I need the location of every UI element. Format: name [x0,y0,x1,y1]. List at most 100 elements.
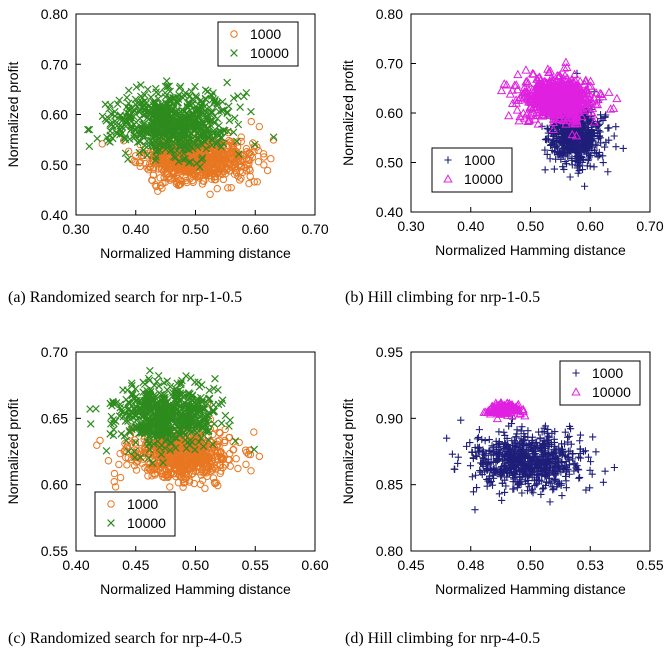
data-point [213,114,222,123]
data-point [544,129,552,137]
data-point [466,462,475,470]
data-point [479,448,487,456]
data-point [579,125,587,134]
data-point [556,149,564,157]
data-point [184,414,193,423]
data-point [599,152,607,160]
data-point [561,157,569,166]
data-point [165,134,173,143]
legend-box [559,360,641,406]
data-point [202,114,211,122]
data-point [144,417,153,426]
data-point [568,161,576,169]
data-point [549,486,557,494]
data-point [123,461,131,469]
data-point [208,108,217,117]
data-point [181,121,190,130]
legend-label-1000: 1000 [127,496,158,512]
data-point [486,446,494,454]
data-point [98,112,107,121]
data-point [217,169,225,177]
data-point [605,136,613,144]
x-tick-label: 0.60 [301,557,328,573]
data-point [569,69,580,78]
data-point [537,490,545,499]
legend-marker-10000 [107,519,115,527]
legend-box [431,147,513,193]
data-point [198,100,207,109]
data-point [551,442,559,450]
data-point [507,450,515,458]
data-point [131,453,139,462]
data-point [541,481,550,490]
data-point [213,184,221,193]
data-point [535,100,545,109]
data-point [597,139,605,147]
data-point [135,429,143,437]
data-point [162,126,171,134]
data-point [506,464,515,473]
data-point [216,127,225,136]
data-point [573,162,582,170]
data-point [182,174,190,182]
scatter-points [443,397,618,514]
y-tick-label: 0.60 [376,105,403,121]
data-point [208,95,217,104]
data-point [263,166,272,175]
data-point [164,409,173,418]
data-point [135,447,144,455]
data-point [512,84,523,94]
data-point [179,408,188,416]
data-point [181,89,190,97]
data-point [145,438,154,447]
legend-marker-10000 [443,174,453,183]
data-point [553,453,561,461]
data-point [507,410,517,420]
y-tick-label: 0.85 [376,477,403,493]
data-point [533,460,541,468]
data-point [150,100,159,108]
data-point [558,491,566,500]
data-point [149,171,157,179]
data-point [242,88,251,97]
data-point [121,149,130,158]
data-point [165,432,173,441]
data-point [557,459,565,467]
data-point [601,113,609,121]
data-point [562,457,570,466]
legend-marker-1000 [572,369,580,377]
data-point [572,118,582,128]
data-point [107,420,115,428]
data-point [536,476,544,484]
data-point [250,428,258,436]
data-point [521,472,529,480]
data-point [547,438,555,447]
data-point [558,135,567,143]
data-point [168,156,176,164]
data-point [122,444,131,452]
data-point [171,108,179,116]
data-point [130,447,139,456]
data-point [612,93,622,103]
data-point [116,403,125,412]
data-point [520,430,528,438]
data-point [604,87,614,96]
data-point [505,463,513,472]
data-point [476,466,484,475]
data-point [545,107,555,116]
data-point [224,127,232,136]
data-point [236,150,244,159]
data-point [210,443,219,452]
data-point [86,405,94,413]
data-point [568,109,578,118]
data-point [576,144,584,152]
data-point [584,453,593,461]
data-point [133,407,141,415]
data-point [518,404,528,413]
data-point [226,416,234,424]
data-point [246,172,254,181]
data-point [154,371,163,380]
data-point [189,469,197,478]
data-point [125,104,133,112]
data-point [454,459,462,468]
